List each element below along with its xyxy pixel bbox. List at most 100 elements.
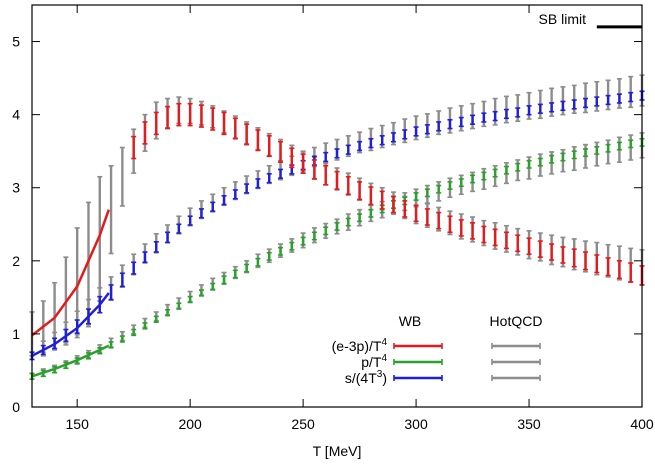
y-tick-label: 1 (12, 326, 20, 342)
series-5-point-28 (447, 215, 453, 234)
series-4-point-32 (390, 132, 396, 143)
series-4-point-41 (492, 110, 498, 122)
series-3-point-7 (108, 341, 114, 349)
series-4-point-37 (447, 118, 453, 130)
series-3-point-16 (210, 282, 216, 291)
series-3-point-23 (289, 241, 295, 251)
series-4-point-35 (424, 124, 430, 135)
series-4-point-44 (526, 105, 532, 116)
series-5-point-37 (549, 243, 555, 261)
series-3-point-43 (515, 162, 521, 172)
series-4-point-20 (255, 178, 261, 189)
y-tick-label: 3 (12, 180, 20, 196)
series-5-point-22 (379, 190, 385, 210)
series-3-point-8 (119, 335, 125, 343)
series-5-point-18 (334, 170, 340, 190)
legend-label-entropy: s/(4T3) (345, 369, 387, 386)
series-4-point-34 (413, 126, 419, 137)
series-3-point-11 (153, 315, 159, 324)
series-4-point-29 (357, 140, 363, 152)
legend-sample-hotqcd-1 (491, 359, 541, 365)
series-5-point-27 (436, 211, 442, 230)
series-5-point-30 (470, 222, 476, 240)
series-0-point-8 (119, 146, 125, 207)
series-4-point-27 (334, 148, 340, 159)
plot-frame (31, 4, 643, 408)
series-4-point-39 (470, 114, 476, 125)
legend: WB HotQCD (e-3p)/T4 p/T4 s/(4T3) (332, 313, 543, 386)
series-5 (131, 102, 645, 286)
series-5-point-9 (232, 117, 238, 140)
sb-limit-label: SB limit (539, 11, 587, 27)
series-5-point-21 (368, 186, 374, 206)
series-3-point-41 (492, 168, 498, 178)
series-3-point-20 (255, 257, 261, 267)
series-5-point-35 (526, 237, 532, 256)
series-4-point-45 (537, 103, 543, 114)
series-3-point-37 (447, 181, 453, 190)
series-7 (31, 344, 110, 378)
series-5-point-3 (165, 105, 171, 130)
series-3-point-21 (266, 251, 272, 261)
series-5-point-10 (244, 123, 250, 146)
series-3-point-45 (537, 157, 543, 167)
series-5-point-43 (616, 260, 622, 280)
axis-ticks: 150 200 250 300 350 400 0 1 2 3 4 5 (12, 5, 654, 432)
x-axis-label: T [MeV] (313, 443, 362, 459)
series-3-point-14 (187, 295, 193, 304)
x-tick-label: 200 (178, 416, 202, 432)
legend-group-hotqcd: HotQCD (490, 313, 543, 329)
series-2 (40, 74, 645, 357)
series-4-point-46 (549, 102, 555, 113)
series-4-point-26 (323, 151, 329, 163)
series-6 (31, 209, 110, 337)
series-4-point-47 (560, 100, 566, 112)
x-tick-label: 400 (630, 416, 654, 432)
series-3-point-18 (232, 269, 238, 279)
series-5-point-32 (492, 228, 498, 247)
series-4-point-33 (402, 129, 408, 140)
series-4-point-8 (119, 272, 125, 288)
series-4-point-10 (142, 251, 148, 264)
x-tick-label: 250 (291, 416, 315, 432)
series-5-point-33 (503, 231, 509, 250)
series-3-point-22 (278, 246, 284, 256)
series-8-curve (31, 292, 110, 357)
series-4-point-13 (176, 223, 182, 234)
series-3-point-53 (628, 139, 634, 149)
series-5-point-34 (515, 234, 521, 253)
series-5-point-2 (153, 111, 159, 136)
series-3-point-26 (323, 226, 329, 236)
series-4-point-43 (515, 107, 521, 118)
series-4-point-14 (187, 215, 193, 226)
legend-label-energy: (e-3p)/T4 (332, 337, 388, 354)
series-5-point-36 (537, 240, 543, 258)
series-4-point-38 (458, 116, 464, 128)
series-5-point-15 (300, 153, 306, 174)
series-5-point-26 (424, 208, 430, 226)
series-3-point-29 (357, 213, 363, 223)
series-3-point-52 (616, 141, 622, 151)
legend-sample-wb-1 (393, 359, 443, 365)
series-3-point-17 (221, 275, 227, 285)
series-5-point-16 (311, 159, 317, 180)
series-4-point-12 (165, 231, 171, 244)
legend-group-wb: WB (399, 313, 422, 329)
series-3-point-13 (176, 302, 182, 310)
series-3-point-15 (198, 289, 204, 297)
series-4-point-28 (345, 144, 351, 155)
series-3-point-51 (605, 143, 611, 153)
series-4-point-21 (266, 173, 272, 184)
series-5-point-5 (187, 102, 193, 127)
series-5-point-17 (323, 165, 329, 186)
series-8 (31, 292, 110, 357)
series-3-point-38 (458, 178, 464, 188)
series-3-point-12 (165, 308, 171, 317)
series-5-point-24 (402, 200, 408, 218)
series-4-point-42 (503, 108, 509, 120)
y-tick-label: 4 (12, 107, 20, 123)
series-3-point-50 (594, 145, 600, 155)
series-5-point-42 (605, 257, 611, 277)
series-4-point-19 (244, 183, 250, 194)
series-4-point-53 (628, 91, 634, 103)
